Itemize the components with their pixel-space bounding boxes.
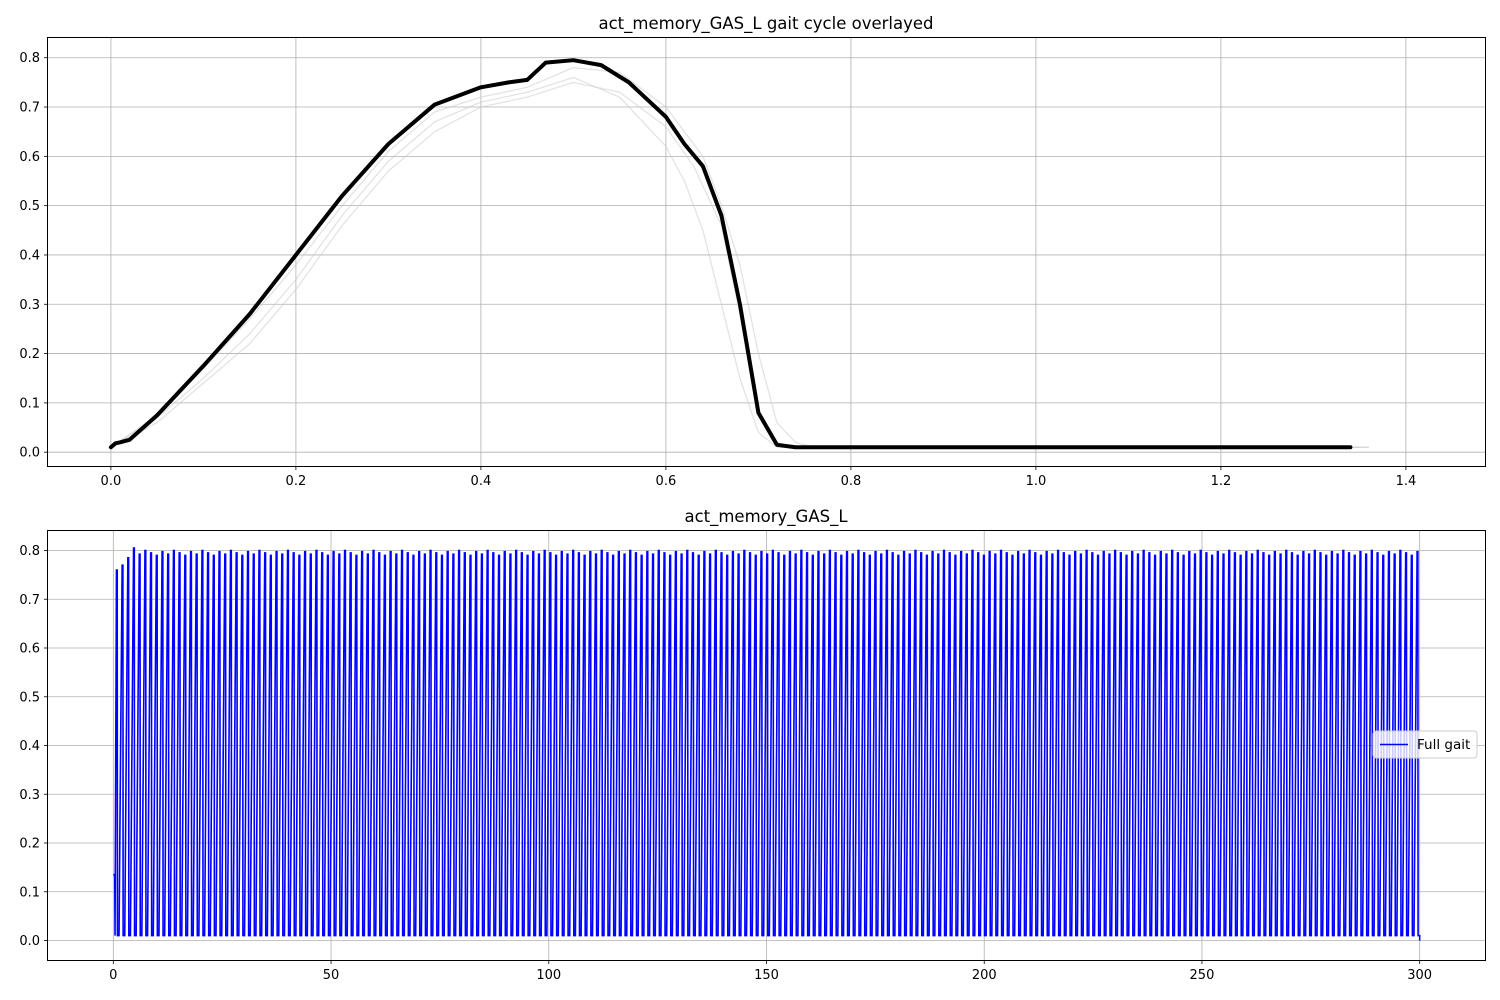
- series-full-gait: [113, 547, 1421, 941]
- grid-top: [48, 38, 1485, 466]
- x-tick-label: 0.8: [841, 474, 862, 489]
- x-tick-label: 250: [1190, 968, 1215, 983]
- y-tick-label: 0.2: [19, 837, 40, 852]
- x-tick-label: 1.2: [1211, 474, 1232, 489]
- plot-frame-bottom: [47, 530, 1486, 961]
- gait-cycle-line: [108, 58, 1353, 450]
- y-tick-label: 0.2: [19, 347, 40, 362]
- y-tick-label: 0.1: [19, 396, 40, 411]
- plot-frame-top: [47, 37, 1486, 467]
- y-tick-label: 0.1: [19, 885, 40, 900]
- legend-box: [1372, 730, 1478, 759]
- faint-gait-cycle-line: [110, 66, 1369, 448]
- y-tick-label: 0.4: [19, 248, 40, 263]
- y-tick-label: 0.4: [19, 739, 40, 754]
- y-tick-label: 0.3: [19, 788, 40, 803]
- y-tick-label: 0.7: [19, 101, 40, 116]
- x-tick-label: 50: [323, 968, 340, 983]
- main-curve-top: [108, 58, 1353, 450]
- full-gait-panel: act_memory_GAS_L 0 50 100 150 200 250 300 0.0 0.…: [19, 507, 1486, 983]
- legend: Full gait: [1372, 730, 1478, 759]
- x-tick-label: 100: [536, 968, 561, 983]
- y-tick-label: 0.3: [19, 298, 40, 313]
- x-tick-label: 200: [972, 968, 997, 983]
- ticks-top: 0.0 0.2 0.4 0.6 0.8 1.0 1.2 1.4 0.0 0.1 0.2 0.3 0.4 0…: [19, 51, 1416, 489]
- x-tick-label: 0.0: [101, 474, 122, 489]
- x-tick-label: 0.6: [656, 474, 677, 489]
- y-tick-label: 0.7: [19, 593, 40, 608]
- faint-curves-top: [110, 66, 1369, 448]
- chart-title-top: act_memory_GAS_L gait cycle overlayed: [599, 14, 934, 34]
- y-tick-label: 0.6: [19, 150, 40, 165]
- y-tick-label: 0.0: [19, 446, 40, 461]
- y-tick-label: 0.5: [19, 199, 40, 214]
- x-tick-label: 0.4: [471, 474, 492, 489]
- x-tick-label: 0.2: [286, 474, 307, 489]
- x-tick-label: 150: [754, 968, 779, 983]
- y-tick-label: 0.8: [19, 544, 40, 559]
- x-tick-label: 1.0: [1026, 474, 1047, 489]
- gait-overlay-panel: act_memory_GAS_L gait cycle overlayed 0.…: [19, 14, 1486, 489]
- y-tick-label: 0.5: [19, 690, 40, 705]
- x-tick-label: 300: [1407, 968, 1432, 983]
- ticks-bottom: 0 50 100 150 200 250 300 0.0 0.1 0.2 0.3 0.4 0.5 0.6 0…: [19, 544, 1432, 983]
- chart-title-bottom: act_memory_GAS_L: [684, 507, 848, 527]
- x-tick-label: 0: [109, 968, 117, 983]
- full-gait-line: [113, 547, 1421, 941]
- y-tick-label: 0.0: [19, 934, 40, 949]
- legend-label-full-gait: Full gait: [1417, 737, 1470, 753]
- x-tick-label: 1.4: [1396, 474, 1417, 489]
- y-tick-label: 0.8: [19, 51, 40, 66]
- y-tick-label: 0.6: [19, 642, 40, 657]
